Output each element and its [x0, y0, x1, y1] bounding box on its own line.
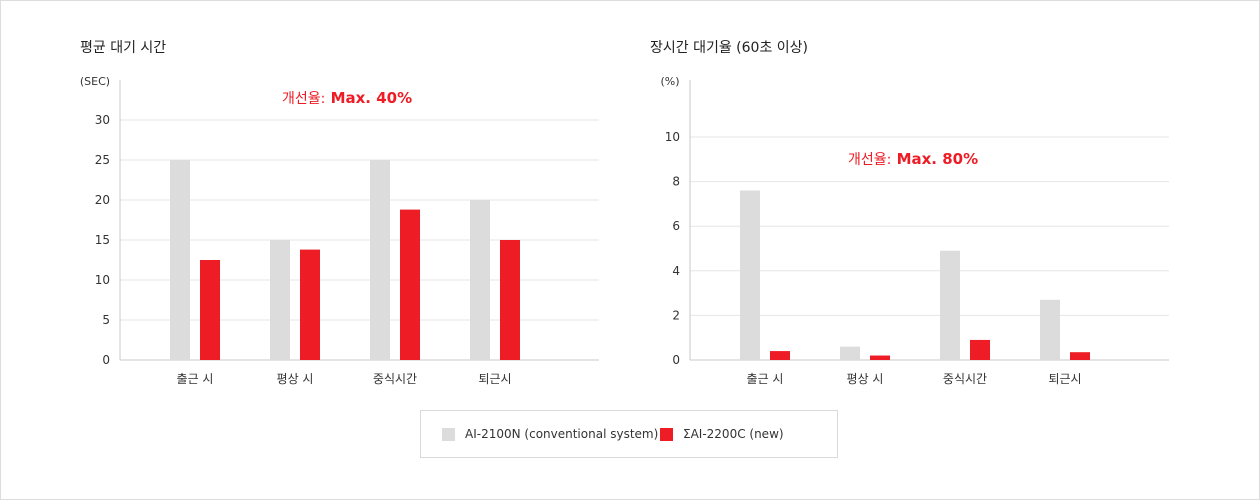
left-x-tick-label: 평상 시 [277, 372, 314, 386]
left-bar-old [270, 240, 290, 360]
left-y-tick-label: 0 [102, 353, 110, 367]
left-bar-new [300, 249, 320, 360]
right-x-tick-label: 퇴근시 [1048, 372, 1081, 386]
right-y-tick-label: 6 [672, 219, 680, 233]
left-x-tick-label: 출근 시 [177, 372, 214, 386]
legend: AI-2100N (conventional system) ΣAI-2200C… [420, 410, 838, 458]
long-wait-rate-chart: 0 2 4 6 8 10 (%) 출근 시 평상 시 중식시간 퇴근시 개선율: Max. 80% [660, 75, 1169, 386]
right-y-tick-label: 10 [665, 130, 680, 144]
left-y-tick-label: 10 [95, 273, 110, 287]
right-y-tick-label: 8 [672, 175, 680, 189]
right-bar-old [940, 250, 960, 360]
left-annotation: 개선율: Max. 40% [282, 89, 412, 107]
legend-label-old: AI-2100N (conventional system) [465, 427, 659, 441]
right-x-tick-label: 평상 시 [847, 372, 884, 386]
right-bar-new [1070, 352, 1090, 360]
left-y-tick-label: 25 [95, 153, 110, 167]
left-bar-new [200, 260, 220, 360]
right-y-tick-label: 4 [672, 264, 680, 278]
left-y-tick-label: 5 [102, 313, 110, 327]
right-bar-new [970, 339, 990, 360]
left-bar-old [470, 200, 490, 360]
right-unit-label: (%) [660, 75, 679, 88]
right-y-tick-label: 2 [672, 308, 680, 322]
right-annotation: 개선율: Max. 80% [848, 150, 978, 168]
chart-title-right: 장시간 대기율 (60초 이상) [650, 40, 809, 56]
wait-time-chart: 0 5 10 15 20 25 30 (SEC) 출근 시 평상 시 중식시간 퇴근시 개선율: Max… [80, 75, 599, 386]
right-x-tick-label: 중식시간 [943, 372, 987, 386]
left-y-tick-label: 20 [95, 193, 110, 207]
right-bar-old [840, 346, 860, 360]
left-x-tick-label: 중식시간 [373, 372, 417, 386]
right-annotation-label: 개선율: [848, 152, 891, 168]
right-bar-new [770, 351, 790, 360]
right-bar-old [740, 190, 760, 360]
left-annotation-label: 개선율: [282, 91, 325, 107]
left-y-tick-label: 30 [95, 113, 110, 127]
chart-title-left: 평균 대기 시간 [80, 40, 167, 56]
left-bar-new [500, 240, 520, 360]
right-bar-new [870, 355, 890, 360]
left-bar-old [370, 160, 390, 360]
legend-swatch-old [442, 427, 455, 441]
legend-label-new: ΣAI-2200C (new) [683, 427, 784, 441]
left-bar-new [400, 209, 420, 360]
left-unit-label: (SEC) [80, 75, 110, 88]
left-annotation-value: Max. 40% [325, 89, 412, 107]
legend-item-old: AI-2100N (conventional system) [442, 426, 658, 442]
right-x-tick-label: 출근 시 [747, 372, 784, 386]
right-y-tick-label: 0 [672, 353, 680, 367]
right-bar-old [1040, 299, 1060, 360]
legend-item-new: ΣAI-2200C (new) [660, 426, 784, 442]
left-x-tick-label: 퇴근시 [478, 372, 511, 386]
left-bar-old [170, 160, 190, 360]
legend-swatch-new [660, 427, 673, 441]
right-annotation-value: Max. 80% [891, 150, 978, 168]
left-y-tick-label: 15 [95, 233, 110, 247]
